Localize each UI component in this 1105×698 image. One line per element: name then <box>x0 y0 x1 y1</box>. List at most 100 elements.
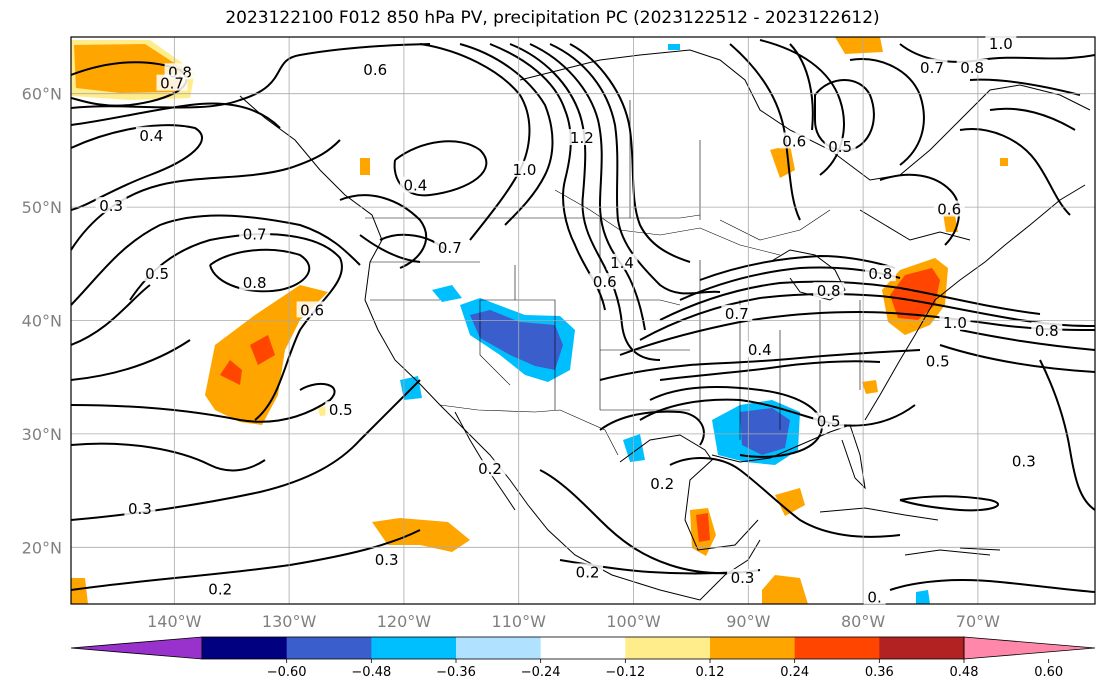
contour-label-bg <box>156 74 188 91</box>
contour-label-bg <box>239 225 271 242</box>
colorbar-outline <box>201 636 965 660</box>
contour-label-bg <box>566 129 598 146</box>
colorbar-extend-low <box>70 636 203 660</box>
latitude-label: 50°N <box>22 198 62 217</box>
colorbar-segment <box>371 637 457 659</box>
contour-label-bg <box>399 176 431 193</box>
political-borders <box>365 100 861 456</box>
contour-label-bg <box>956 58 988 75</box>
latitude-labels: 60°N 50°N 40°N 30°N 20°N <box>22 85 62 558</box>
contour-label-bg <box>296 301 328 318</box>
contour-label-bg <box>508 160 540 177</box>
map-title: 2023122100 F012 850 hPa PV, precipitatio… <box>225 8 880 28</box>
contour-label: 0.3 <box>375 551 399 569</box>
contour-label-bg <box>474 460 506 477</box>
contour-label: 1.2 <box>570 129 594 147</box>
colorbar-ticks: −0.60 −0.48 −0.36 −0.24 −0.12 0.12 0.24 0.36 0.4… <box>267 659 1063 680</box>
contour-label: 0.5 <box>828 138 852 156</box>
contour-label: 0.6 <box>782 132 806 150</box>
colorbar-tick-label: −0.60 <box>267 665 307 680</box>
colorbar-tick-label: 0.60 <box>1034 665 1063 680</box>
longitude-label: 120°W <box>377 612 432 631</box>
contour-label: 1.4 <box>610 254 634 272</box>
contour-label: 0.7 <box>243 225 267 243</box>
contour-label: 0.4 <box>139 127 163 145</box>
contour-label-bg <box>239 274 271 291</box>
map-frame <box>70 36 1096 605</box>
contour-label: 0.3 <box>99 197 123 215</box>
colorbar-extend-high <box>963 636 1096 660</box>
longitude-label: 130°W <box>262 612 317 631</box>
latitude-label: 30°N <box>22 425 62 444</box>
contour-label: 0.8 <box>817 282 841 300</box>
contour-label: 0.5 <box>145 265 169 283</box>
contour-label: 0.7 <box>920 59 944 77</box>
contour-label-bg <box>606 253 638 270</box>
contour-label-bg <box>864 265 896 282</box>
contour-label: 0.8 <box>1035 322 1059 340</box>
latitude-label: 40°N <box>22 312 62 331</box>
contour-label: 0.5 <box>817 413 841 431</box>
contour-label-bg <box>359 61 391 78</box>
contour-label: 0.4 <box>403 177 427 195</box>
colorbar-segment <box>286 637 372 659</box>
contour-label-bg <box>124 499 156 516</box>
colorbar-tick-label: 0.48 <box>950 665 979 680</box>
contour-label: 1.0 <box>989 35 1013 53</box>
contour-label: 0. <box>867 588 881 606</box>
precip-positive-areas <box>71 37 1008 604</box>
contour-label: 1.0 <box>513 161 537 179</box>
contour-label-bg <box>778 132 810 149</box>
colorbar <box>70 636 1096 660</box>
contour-label: 0.7 <box>725 305 749 323</box>
colorbar-segment <box>710 637 796 659</box>
contour-label-bg <box>727 569 759 586</box>
contour-label: 0.3 <box>128 500 152 518</box>
contour-label: 0.6 <box>937 201 961 219</box>
contour-label: 0.6 <box>363 61 387 79</box>
contour-label: 0.6 <box>593 273 617 291</box>
contour-label: 0.7 <box>438 239 462 257</box>
contour-label-bg <box>1031 321 1063 338</box>
contour-label: 0.2 <box>576 563 600 581</box>
contour-label-bg <box>589 273 621 290</box>
colorbar-segment <box>202 637 288 659</box>
longitude-labels: 140°W 130°W 120°W 110°W 100°W 90°W 80°W 70°W <box>147 612 1000 631</box>
contour-label-bg <box>1008 452 1040 469</box>
contour-label-bg <box>939 313 971 330</box>
contour-label: 0.7 <box>160 75 184 93</box>
contour-label-bg <box>863 588 886 605</box>
contour-label: 0.8 <box>243 274 267 292</box>
contour-label: 1.0 <box>943 314 967 332</box>
contour-label-bg <box>204 580 236 597</box>
colorbar-tick-label: 0.12 <box>696 665 725 680</box>
colorbar-tick-label: −0.36 <box>436 665 476 680</box>
contour-label-bg <box>813 282 845 299</box>
contour-label: 0.2 <box>650 475 674 493</box>
contour-label-bg <box>916 58 948 75</box>
contour-label-bg <box>933 200 965 217</box>
colorbar-tick-label: −0.12 <box>605 665 645 680</box>
colorbar-segment <box>456 637 542 659</box>
colorbar-tick-label: −0.24 <box>521 665 561 680</box>
longitude-label: 100°W <box>606 612 661 631</box>
contour-label-bg <box>813 412 845 429</box>
contour-label-bg <box>572 563 604 580</box>
longitude-label: 140°W <box>147 612 202 631</box>
longitude-label: 70°W <box>956 612 1000 631</box>
contour-label: 0.6 <box>300 301 324 319</box>
contour-label-bg <box>824 138 856 155</box>
colorbar-segment <box>540 637 626 659</box>
colorbar-segment <box>794 637 880 659</box>
longitude-label: 80°W <box>841 612 885 631</box>
contour-label: 0.2 <box>478 460 502 478</box>
longitude-label: 90°W <box>726 612 770 631</box>
colorbar-segment <box>879 637 965 659</box>
contour-label: 0.3 <box>731 569 755 587</box>
contour-label-bg <box>922 352 954 369</box>
contour-label-bg <box>985 34 1017 51</box>
contour-label: 0.8 <box>960 59 984 77</box>
colorbar-tick-label: −0.48 <box>351 665 391 680</box>
contour-label-bg <box>141 265 173 282</box>
